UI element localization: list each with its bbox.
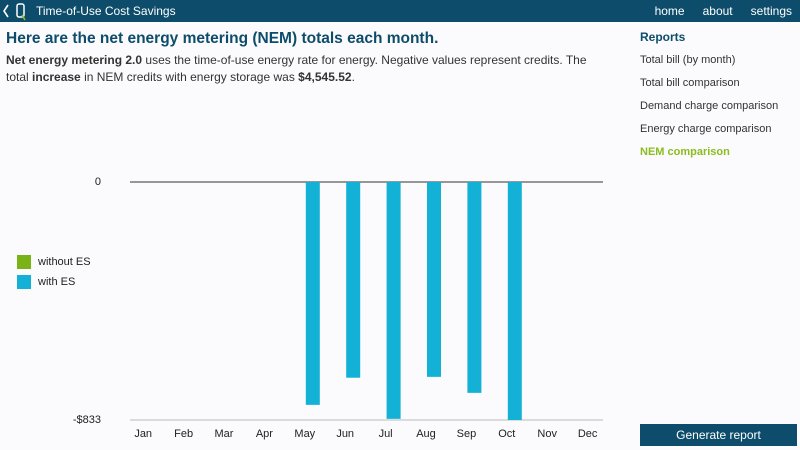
chart: -$833 0 Jan Feb Mar Apr May Jun Jul Aug Sep Oct Nov D… [17,176,603,440]
x-tick-label: May [294,428,315,440]
text: . [351,70,355,84]
nav-link[interactable]: settings [750,4,792,18]
x-tick-label: Aug [416,428,436,440]
x-tick-label: Jun [336,428,354,440]
legend-label: without ES [37,256,91,268]
bar [386,182,401,419]
bar [507,182,522,420]
legend-label: with ES [37,276,75,288]
bar [346,182,361,378]
nav-link[interactable]: home [654,4,685,18]
nav: home about settings [637,4,792,18]
report-link[interactable]: Total bill (by month) [640,54,736,66]
x-tick-label: Oct [498,428,515,440]
generate-button[interactable]: Generate report [640,424,797,446]
logo [3,3,26,21]
top-bar: Time-of-Use Cost Savings home about settin… [0,0,800,22]
text: Net energy metering 2.0 [6,53,143,67]
description: Net energy metering 2.0 uses the time-of… [6,52,611,86]
report-link[interactable]: Energy charge comparison [640,123,772,135]
report-link[interactable]: NEM comparison [640,146,730,158]
x-tick-label: Apr [256,428,273,440]
bar [427,182,441,377]
report-link[interactable]: Total bill comparison [640,77,740,89]
y-tick-label: -$833 [73,414,101,426]
report-link[interactable]: Demand charge comparison [640,100,779,112]
x-tick-label: Nov [537,428,557,440]
x-tick-label: Jul [379,428,393,440]
legend-swatch [17,255,31,269]
x-tick-label: Feb [174,428,193,440]
text: $4,545.52 [298,70,352,84]
y-tick-label: 0 [95,176,101,188]
x-tick-label: Jan [134,428,152,440]
sidebar: Reports Total bill (by month) Total bill … [640,30,778,169]
x-tick-label: Dec [578,428,598,440]
x-tick-label: Mar [215,428,234,440]
sidebar-title: Reports [640,30,686,44]
legend-swatch [17,275,31,289]
bar [305,182,320,405]
bar [467,182,482,393]
x-tick-label: Sep [457,428,477,440]
text: increase [32,70,81,84]
text: uses the time-of-use energy rate for ene… [6,53,587,84]
heading: Here are the net energy metering (NEM) t… [6,30,439,47]
app-title: Time-of-Use Cost Savings [36,4,176,18]
nav-link[interactable]: about [702,4,733,18]
text: in NEM credits with energy storage was [84,70,295,84]
